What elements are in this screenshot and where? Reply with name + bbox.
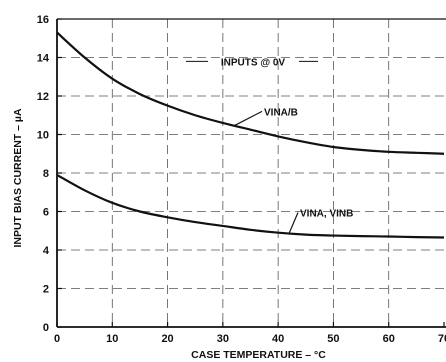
x-axis-label: CASE TEMPERATURE – °C [191,349,326,361]
axes [56,18,446,328]
y-tick-label-6: 6 [43,207,49,219]
y-tick-label-0: 0 [43,322,49,334]
x-tick-label-60: 60 [383,333,395,345]
y-tick-label-14: 14 [37,53,50,65]
series-line-1 [56,173,445,239]
annotations: INPUTS @ 0V VINA/B VINA, VINB [186,57,353,234]
annotation-inputs: INPUTS @ 0V [221,57,286,68]
y-tick-label-16: 16 [37,14,49,26]
tick-labels: 0 2 4 6 8 10 12 14 16 0 10 20 30 40 50 60 70 [37,14,446,345]
x-tick-label-20: 20 [161,333,173,345]
x-tick-label-0: 0 [54,333,60,345]
x-tick-label-70: 70 [438,333,446,345]
y-tick-label-12: 12 [37,91,49,103]
x-tick-label-10: 10 [106,333,118,345]
series-label-vina-vinb: VINA, VINB [300,208,353,219]
series-label-leader-vinab [233,110,263,127]
y-axis-label: INPUT BIAS CURRENT – µA [12,108,24,247]
y-tick-label-2: 2 [43,284,49,296]
y-tick-label-4: 4 [43,245,50,257]
x-tick-label-40: 40 [272,333,284,345]
y-tick-label-10: 10 [37,130,49,142]
series-label-vinab: VINA/B [264,107,298,118]
x-tick-label-30: 30 [217,333,229,345]
series-group [56,31,445,239]
series-line-0 [56,31,445,155]
y-tick-label-8: 8 [43,168,49,180]
series-label-leader-vina-vinb [288,212,299,234]
x-tick-label-50: 50 [327,333,339,345]
grid [57,19,444,327]
